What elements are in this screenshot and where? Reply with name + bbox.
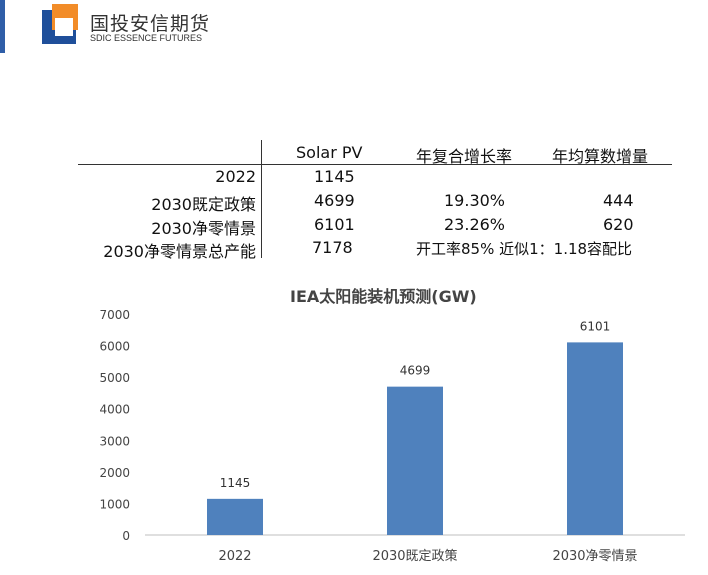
table-cell-value: 6101	[314, 215, 355, 234]
table-header-cagr: 年复合增长率	[416, 147, 513, 166]
data-label: 6101	[580, 319, 611, 333]
y-tick-label: 4000	[99, 403, 130, 417]
bar	[387, 386, 443, 535]
header-accent-bar	[0, 0, 5, 53]
y-tick-label: 3000	[99, 434, 130, 448]
data-label: 1145	[220, 476, 251, 490]
table-column-rule	[261, 140, 262, 258]
y-tick-label: 1000	[99, 497, 130, 511]
table-cell-value: 7178	[312, 238, 353, 257]
data-label: 4699	[400, 364, 431, 378]
table-cell-note: 开工率85% 近似1：1.18容配比	[416, 240, 633, 258]
bar	[207, 498, 263, 535]
table-row-label: 2022	[215, 167, 256, 186]
solar-forecast-chart: IEA太阳能装机预测(GW) 0 1000 2000 3000 4000 5000 6000…	[0, 278, 708, 575]
y-tick-label: 5000	[99, 371, 130, 385]
table-cell-value: 1145	[314, 167, 355, 186]
table-row-label: 2030既定政策	[151, 195, 256, 214]
y-tick-label: 0	[122, 529, 130, 543]
table-row-label: 2030净零情景总产能	[103, 242, 256, 261]
y-tick-label: 7000	[99, 308, 130, 322]
forecast-table: Solar PV 年复合增长率 年均算数增量 2022 1145 2030既定政…	[78, 140, 678, 261]
table-cell-increment: 444	[603, 191, 634, 210]
brand-name-en: SDIC ESSENCE FUTURES	[90, 33, 203, 43]
chart-svg: 0 1000 2000 3000 4000 5000 6000 7000 1145 2022 469…	[99, 308, 685, 564]
x-tick-label: 2030净零情景	[552, 549, 637, 564]
table-row-label: 2030净零情景	[151, 219, 256, 238]
table-header-rule	[78, 164, 672, 165]
table-header-annual-increment: 年均算数增量	[552, 147, 649, 166]
table-cell-rate: 19.30%	[444, 191, 506, 210]
y-tick-label: 2000	[99, 466, 130, 480]
x-tick-label: 2030既定政策	[372, 548, 457, 564]
table-cell-rate: 23.26%	[444, 215, 506, 234]
table-cell-increment: 620	[603, 215, 634, 234]
y-tick-label: 6000	[99, 340, 130, 354]
table-header-solar-pv: Solar PV	[296, 143, 363, 162]
chart-title: IEA太阳能装机预测(GW)	[290, 287, 477, 306]
company-logo	[42, 4, 78, 44]
bar	[567, 342, 623, 535]
table-cell-value: 4699	[314, 191, 355, 210]
brand-name-cn: 国投安信期货	[90, 13, 211, 35]
x-tick-label: 2022	[218, 549, 251, 564]
